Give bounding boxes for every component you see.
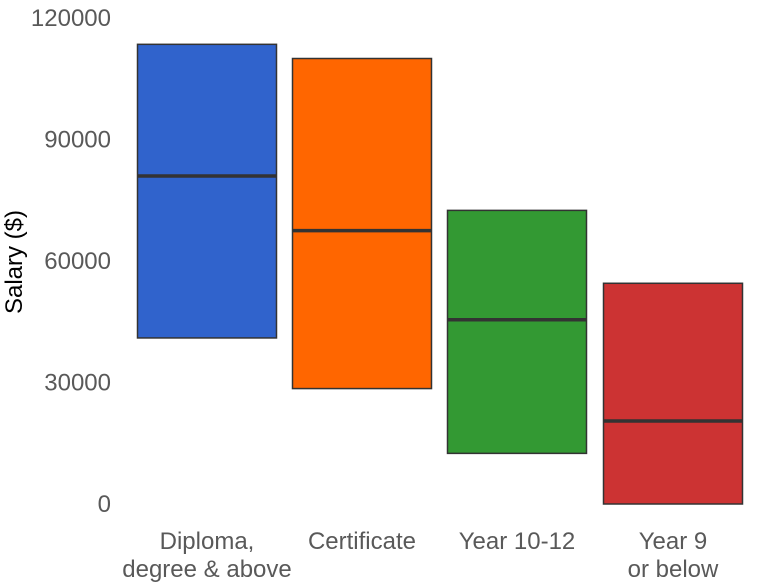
- y-tick-label: 60000: [44, 248, 111, 275]
- x-category-label-line: Certificate: [308, 528, 416, 555]
- x-category-label-line: Year 9: [639, 528, 708, 555]
- y-tick-label: 90000: [44, 127, 111, 154]
- x-category-label: Year 9 or below: [628, 528, 719, 583]
- x-category-label-line: Year 10-12: [459, 528, 576, 555]
- x-category-label-line: Diploma,: [160, 528, 255, 555]
- range-bar: [602, 282, 744, 505]
- y-axis-ticks: 0 30000 60000 90000 120000: [31, 5, 111, 518]
- y-axis-title: Salary ($): [1, 210, 28, 314]
- y-tick-label: 120000: [31, 5, 111, 32]
- x-category-label: Diploma, degree & above: [122, 528, 291, 583]
- y-axis-title-group: Salary ($): [1, 210, 28, 314]
- range-bar: [136, 43, 278, 339]
- range-bar: [446, 209, 588, 455]
- x-category-label-line: degree & above: [122, 556, 291, 583]
- y-tick-label: 30000: [44, 370, 111, 397]
- x-axis-labels: Diploma, degree & above Certificate Year 10…: [122, 528, 719, 583]
- y-tick-label: 0: [98, 491, 111, 518]
- x-category-label-line: or below: [628, 556, 719, 583]
- x-category-label: Year 10-12: [459, 528, 576, 555]
- range-bar: [291, 57, 433, 390]
- bars: [136, 43, 744, 505]
- x-category-label: Certificate: [308, 528, 416, 555]
